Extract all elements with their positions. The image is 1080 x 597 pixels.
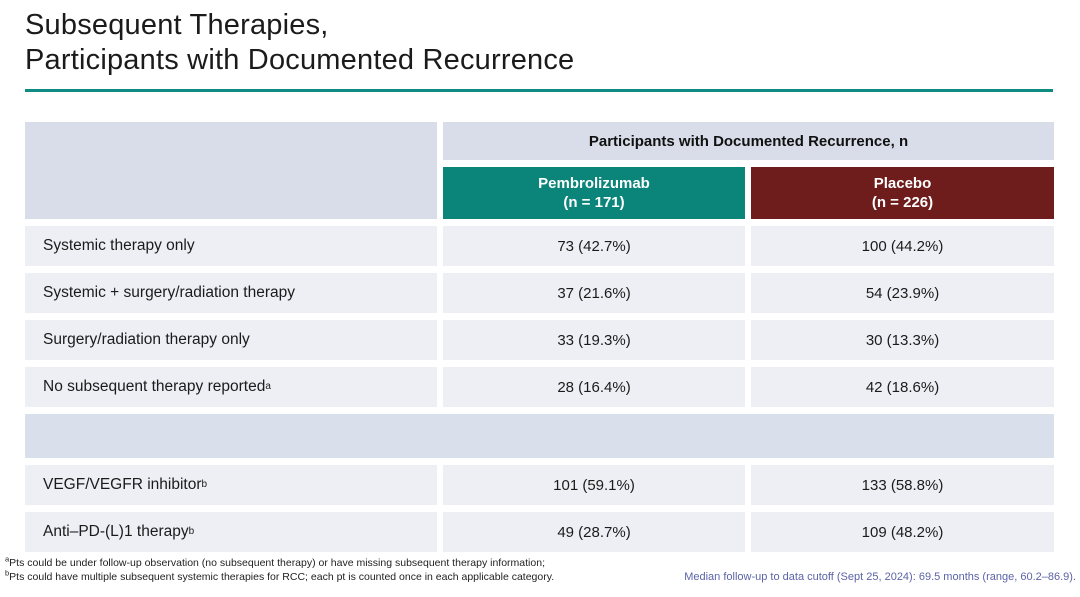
row-value-systemic-plus-surgery-pembrolizumab: 37 (21.6%): [443, 273, 745, 313]
row-label-systemic-plus-surgery: Systemic + surgery/radiation therapy: [25, 273, 437, 313]
row-value-anti-pd-l1-placebo: 109 (48.2%): [751, 512, 1054, 552]
title-divider: [25, 89, 1053, 92]
row-label-text: Systemic + surgery/radiation therapy: [43, 284, 295, 301]
column-header-placebo-n: (n = 226): [871, 194, 934, 211]
row-label-vegf-inhibitor: VEGF/VEGFR inhibitor b: [25, 465, 437, 505]
footnote-a-sup: a: [5, 554, 10, 564]
row-label-surgery-only: Surgery/radiation therapy only: [25, 320, 437, 360]
row-value-surgery-only-pembrolizumab: 33 (19.3%): [443, 320, 745, 360]
page-title: Subsequent Therapies, Participants with …: [25, 8, 1025, 78]
footnotes-left: aPts could be under follow-up observatio…: [5, 554, 555, 585]
footnote-a-text: Pts could be under follow-up observation…: [9, 557, 545, 569]
footnote-b: bPts could have multiple subsequent syst…: [5, 568, 555, 585]
row-label-text: No subsequent therapy reported: [43, 378, 266, 395]
table-corner-cell: [25, 122, 437, 219]
row-value-systemic-plus-surgery-placebo: 54 (23.9%): [751, 273, 1054, 313]
row-value-vegf-inhibitor-placebo: 133 (58.8%): [751, 465, 1054, 505]
table-group-header: Participants with Documented Recurrence,…: [443, 122, 1054, 160]
footnote-b-text: Pts could have multiple subsequent syste…: [9, 570, 555, 583]
row-value-surgery-only-placebo: 30 (13.3%): [751, 320, 1054, 360]
footnotes: aPts could be under follow-up observatio…: [5, 554, 1076, 585]
footnote-median-followup: Median follow-up to data cutoff (Sept 25…: [684, 571, 1076, 583]
row-label-text: Surgery/radiation therapy only: [43, 331, 250, 348]
footnote-a: aPts could be under follow-up observatio…: [5, 554, 554, 571]
column-header-pembrolizumab-n: (n = 171): [563, 194, 625, 211]
page-title-line1: Subsequent Therapies,: [25, 9, 329, 41]
row-label-no-subsequent-therapy: No subsequent therapy reported a: [25, 367, 437, 407]
row-label-anti-pd-l1: Anti–PD-(L)1 therapy b: [25, 512, 437, 552]
row-label-text: Anti–PD-(L)1 therapy: [43, 523, 189, 540]
footnote-b-sup: b: [5, 568, 10, 577]
row-value-no-subsequent-therapy-pembrolizumab: 28 (16.4%): [443, 367, 745, 407]
table-spacer-row: [25, 414, 1054, 458]
subsequent-therapies-table: Participants with Documented Recurrence,…: [25, 122, 1054, 552]
row-value-systemic-only-pembrolizumab: 73 (42.7%): [443, 226, 745, 266]
row-value-vegf-inhibitor-pembrolizumab: 101 (59.1%): [443, 465, 745, 505]
row-label-text: Systemic therapy only: [43, 237, 195, 254]
row-label-text: VEGF/VEGFR inhibitor: [43, 476, 202, 493]
row-value-systemic-only-placebo: 100 (44.2%): [751, 226, 1054, 266]
column-header-placebo: Placebo (n = 226): [751, 167, 1054, 219]
row-label-systemic-only: Systemic therapy only: [25, 226, 437, 266]
row-value-no-subsequent-therapy-placebo: 42 (18.6%): [751, 367, 1054, 407]
row-value-anti-pd-l1-pembrolizumab: 49 (28.7%): [443, 512, 745, 552]
column-header-placebo-name: Placebo: [873, 175, 932, 192]
column-header-pembrolizumab: Pembrolizumab (n = 171): [443, 167, 745, 219]
column-header-pembrolizumab-name: Pembrolizumab: [538, 175, 650, 192]
page-title-line2: Participants with Documented Recurrence: [25, 44, 575, 76]
